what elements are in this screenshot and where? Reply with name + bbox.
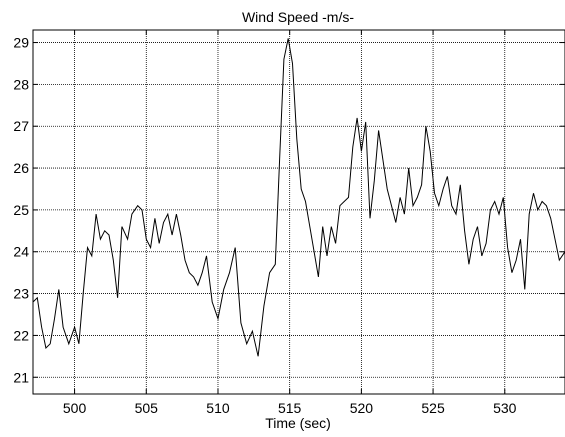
y-tick-label: 25	[13, 202, 29, 218]
y-tick-label: 28	[13, 76, 29, 92]
y-tick-label: 24	[13, 244, 29, 260]
x-tick-label: 525	[421, 400, 445, 416]
x-tick-label: 515	[278, 400, 302, 416]
x-tick-labels: 500 505 510 515 520 525 530	[63, 400, 517, 416]
y-tick-label: 22	[13, 327, 29, 343]
plot-frame	[32, 29, 565, 395]
grid	[33, 30, 565, 394]
x-axis-label: Time (sec)	[265, 415, 331, 431]
axis-ticks	[33, 30, 565, 394]
x-tick-label: 505	[135, 400, 159, 416]
y-tick-label: 21	[13, 369, 29, 385]
x-tick-label: 510	[206, 400, 230, 416]
x-tick-label: 520	[350, 400, 374, 416]
y-tick-label: 23	[13, 286, 29, 302]
x-tick-label: 530	[493, 400, 517, 416]
y-tick-label: 29	[13, 35, 29, 51]
y-tick-label: 26	[13, 160, 29, 176]
y-tick-labels: 21 22 23 24 25 26 27 28 29	[13, 35, 29, 386]
x-tick-label: 500	[63, 400, 87, 416]
wind-speed-line	[32, 38, 565, 357]
y-tick-label: 27	[13, 118, 29, 134]
chart-title: Wind Speed -m/s-	[242, 9, 354, 25]
